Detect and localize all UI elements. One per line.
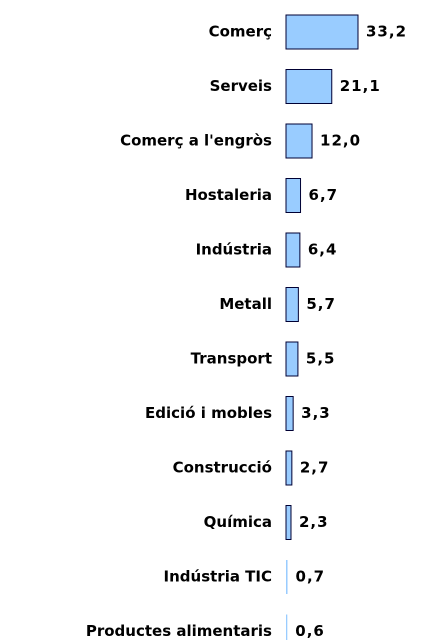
category-label: Metall (219, 295, 272, 313)
value-label: 2,7 (300, 459, 330, 477)
bar (285, 123, 313, 159)
value-label: 33,2 (366, 23, 407, 41)
bar (286, 560, 288, 594)
bar (285, 69, 333, 104)
category-label: Serveis (210, 77, 272, 95)
category-label: Comerç a l'engròs (120, 132, 272, 150)
category-label: Comerç (209, 23, 272, 41)
bar (285, 341, 299, 377)
value-label: 21,1 (340, 77, 381, 95)
value-label: 6,4 (308, 241, 338, 259)
value-label: 3,3 (301, 404, 331, 422)
category-label: Hostaleria (185, 186, 272, 204)
category-label: Productes alimentaris (86, 622, 272, 640)
value-label: 5,5 (306, 350, 336, 368)
bar (285, 505, 292, 540)
category-label: Química (204, 513, 272, 531)
value-label: 12,0 (320, 132, 361, 150)
value-label: 0,7 (296, 568, 326, 586)
bar (285, 178, 302, 213)
category-label: Edició i mobles (145, 404, 272, 422)
bar (285, 450, 293, 486)
value-label: 5,7 (306, 295, 336, 313)
category-label: Construcció (173, 459, 272, 477)
bar (285, 396, 294, 431)
bar (286, 614, 288, 640)
bar (285, 232, 301, 268)
value-label: 6,7 (309, 186, 339, 204)
value-label: 0,6 (295, 622, 325, 640)
bar (285, 287, 299, 322)
category-label: Indústria (196, 241, 272, 259)
bar (285, 14, 359, 50)
category-label: Transport (191, 350, 272, 368)
category-label: Indústria TIC (164, 568, 272, 586)
value-label: 2,3 (299, 513, 329, 531)
